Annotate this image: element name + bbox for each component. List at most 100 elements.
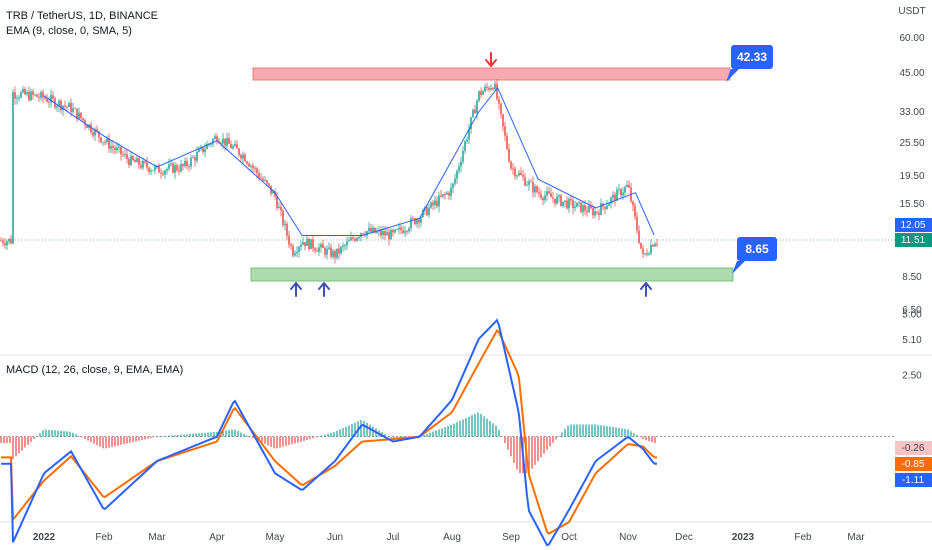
candle-body xyxy=(572,200,574,209)
candle-body xyxy=(2,240,4,244)
candle-body xyxy=(644,253,646,255)
macd-histogram-bar xyxy=(327,433,329,437)
support-callout-text: 8.65 xyxy=(745,242,769,256)
macd-histogram-bar xyxy=(342,428,344,437)
candle-body xyxy=(398,227,400,230)
candle-body xyxy=(386,232,388,236)
candle-body xyxy=(202,146,204,152)
time-axis-label: Apr xyxy=(209,532,225,543)
candle-body xyxy=(166,168,168,171)
candle-body xyxy=(656,243,658,245)
candle-body xyxy=(412,218,414,220)
candle-body xyxy=(458,166,460,171)
macd-histogram-bar xyxy=(366,422,368,437)
candle-body xyxy=(308,238,310,249)
macd-histogram-bar xyxy=(531,436,533,469)
macd-histogram-bar xyxy=(90,436,92,443)
macd-histogram-bar xyxy=(483,416,485,437)
macd-histogram-bar xyxy=(9,436,11,443)
candle-body xyxy=(444,194,446,195)
candle-body xyxy=(194,157,196,161)
macd-hist-tag-text: -0.26 xyxy=(902,443,925,454)
candle-body xyxy=(448,192,450,196)
candle-body xyxy=(40,92,42,98)
candle-body xyxy=(632,201,634,206)
candle-body xyxy=(268,183,270,186)
candle-body xyxy=(32,91,34,95)
time-axis-label: Feb xyxy=(794,532,812,543)
candle-body xyxy=(638,230,640,243)
candle-body xyxy=(650,245,652,254)
candle-body xyxy=(102,141,104,143)
candle-body xyxy=(420,216,422,223)
candle-body xyxy=(76,108,78,119)
macd-histogram-bar xyxy=(204,432,206,437)
time-axis-label: Dec xyxy=(675,532,693,543)
candle-body xyxy=(400,227,402,231)
macd-histogram-bar xyxy=(228,430,230,437)
candle-body xyxy=(128,159,130,166)
macd-histogram-bar xyxy=(312,436,314,439)
macd-histogram-bar xyxy=(309,436,311,440)
candle-body xyxy=(174,165,176,173)
macd-histogram-bar xyxy=(186,434,188,437)
macd-histogram-bar xyxy=(633,433,635,437)
candle-body xyxy=(508,148,510,162)
macd-histogram-bar xyxy=(165,435,167,437)
candle-body xyxy=(438,195,440,207)
macd-histogram-bar xyxy=(390,436,392,438)
candle-body xyxy=(564,200,566,202)
top-down-arrow xyxy=(485,52,497,67)
macd-histogram-bar xyxy=(456,422,458,437)
candle-body xyxy=(494,83,496,90)
candle-body xyxy=(182,164,184,167)
candle-body xyxy=(162,173,164,175)
macd-histogram-bar xyxy=(288,436,290,446)
candle-body xyxy=(546,191,548,196)
candle-body xyxy=(652,245,654,247)
candle-body xyxy=(298,246,300,252)
candle-body xyxy=(390,229,392,240)
macd-signal-tag xyxy=(895,457,932,471)
macd-histogram-bar xyxy=(177,434,179,437)
candle-body xyxy=(328,247,330,249)
macd-histogram-bar xyxy=(639,436,641,438)
candle-body xyxy=(560,195,562,206)
candle-body xyxy=(190,157,192,167)
macd-histogram-bar xyxy=(453,423,455,437)
macd-histogram-bar xyxy=(426,433,428,437)
macd-histogram-bar xyxy=(495,425,497,437)
macd-histogram-bar xyxy=(3,436,5,443)
candle-body xyxy=(440,195,442,197)
price-axis-currency: USDT xyxy=(898,6,925,17)
macd-histogram-bar xyxy=(141,436,143,441)
candle-body xyxy=(10,238,12,244)
candle-body xyxy=(588,205,590,213)
candle-body xyxy=(610,197,612,204)
macd-histogram-bar xyxy=(504,436,506,444)
candle-body xyxy=(548,191,550,194)
candle-body xyxy=(252,165,254,168)
candle-body xyxy=(240,154,242,159)
macd-histogram-bar xyxy=(237,431,239,437)
candle-body xyxy=(514,168,516,177)
macd-histogram-bar xyxy=(621,428,623,437)
candle-body xyxy=(634,205,636,217)
macd-histogram-bar xyxy=(549,436,551,447)
candle-body xyxy=(350,237,352,241)
candle-body xyxy=(214,136,216,140)
candle-body xyxy=(432,202,434,206)
candles-group xyxy=(0,79,658,264)
candle-body xyxy=(156,165,158,167)
candle-body xyxy=(132,156,134,161)
macd-histogram-bar xyxy=(594,424,596,437)
candle-body xyxy=(380,230,382,236)
macd-histogram-bar xyxy=(513,436,515,463)
macd-histogram-bar xyxy=(33,436,35,439)
macd-histogram-bar xyxy=(339,429,341,437)
symbol-title: TRB / TetherUS, 1D, BINANCE xyxy=(6,10,159,22)
candle-body xyxy=(578,202,580,204)
macd-histogram-bar xyxy=(147,436,149,439)
